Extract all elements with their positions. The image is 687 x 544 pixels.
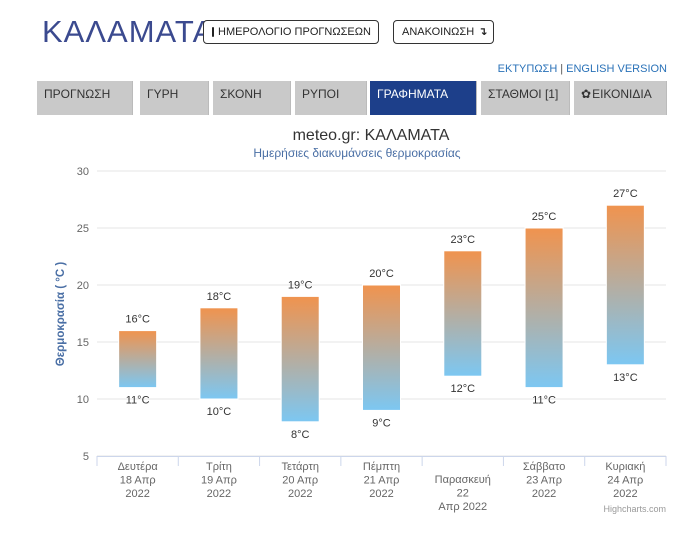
nav-tab-label: ΠΡΟΓΝΩΣΗ: [44, 87, 111, 101]
english-version-link[interactable]: ENGLISH VERSION: [566, 63, 667, 75]
y-tick-label: 5: [83, 451, 89, 463]
chart-subtitle: Ημερήσιες διακυμάνσεις θερμοκρασίας: [253, 146, 460, 160]
nav-tab-label: ΓΡΑΦΗΜΑΤΑ: [377, 87, 449, 101]
temperature-range-bar[interactable]: [199, 307, 239, 400]
min-temp-label: 11°C: [532, 395, 556, 407]
y-tick-label: 20: [77, 280, 89, 292]
y-tick-label: 30: [77, 166, 89, 178]
temperature-range-bar[interactable]: [524, 227, 564, 389]
nav-tab-label: ΣΤΑΘΜΟΙ [1]: [488, 87, 559, 101]
announcement-label: ΑΝΑΚΟΙΝΩΣΗ: [402, 26, 475, 38]
temperature-range-bar[interactable]: [280, 295, 320, 423]
max-temp-label: 16°C: [125, 314, 150, 326]
chart-title: meteo.gr: ΚΑΛΑΜΑΤΑ: [293, 127, 450, 144]
forecast-calendar-label: ΗΜΕΡΟΛΟΓΙΟ ΠΡΟΓΝΩΣΕΩΝ: [218, 26, 371, 38]
nav-tab-pollutants[interactable]: ΡΥΠΟΙ: [295, 81, 367, 115]
temperature-range-bar[interactable]: [362, 284, 401, 411]
announcement-button[interactable]: ΑΝΑΚΟΙΝΩΣΗ ↴: [393, 20, 494, 44]
x-category-label: Παρασκευή 22 Απρ 2022: [435, 474, 491, 513]
min-temp-label: 10°C: [207, 406, 232, 418]
min-temp-label: 11°C: [126, 395, 150, 407]
max-temp-label: 19°C: [288, 279, 313, 291]
nav-tab-forecast[interactable]: ΠΡΟΓΝΩΣΗ: [37, 81, 133, 115]
x-category-label: Τρίτη 19 Απρ 2022: [201, 461, 237, 500]
y-tick-label: 15: [77, 337, 89, 349]
nav-tab-label: ΕΙΚΟΝΙΔΙΑ: [592, 87, 652, 101]
x-category-label: Τετάρτη 20 Απρ 2022: [281, 461, 319, 500]
x-category-label: Κυριακή 24 Απρ 2022: [605, 461, 645, 500]
gear-icon: ✿: [581, 87, 592, 101]
x-category-label: Δευτέρα 18 Απρ 2022: [118, 461, 159, 500]
temperature-range-bar[interactable]: [605, 204, 645, 366]
highcharts-credits[interactable]: Highcharts.com: [603, 504, 666, 514]
forecast-calendar-button[interactable]: ΗΜΕΡΟΛΟΓΙΟ ΠΡΟΓΝΩΣΕΩΝ: [203, 20, 379, 44]
nav-tab-icons[interactable]: ✿ΕΙΚΟΝΙΔΙΑ: [574, 81, 667, 115]
nav-tab-label: ΡΥΠΟΙ: [302, 87, 340, 101]
max-temp-label: 27°C: [613, 188, 638, 200]
max-temp-label: 23°C: [450, 234, 475, 246]
min-temp-label: 13°C: [613, 372, 638, 384]
y-axis-label: Θερμοκρασία ( °C ): [55, 262, 67, 367]
min-temp-label: 12°C: [450, 383, 475, 395]
temperature-range-bar[interactable]: [443, 250, 483, 377]
print-link[interactable]: ΕΚΤΥΠΩΣΗ: [497, 63, 558, 75]
max-temp-label: 18°C: [207, 291, 232, 303]
x-category-label: Σάββατο 23 Απρ 2022: [523, 461, 565, 500]
nav-tab-charts[interactable]: ΓΡΑΦΗΜΑΤΑ: [370, 81, 477, 115]
link-separator: |: [560, 63, 564, 75]
min-temp-label: 9°C: [372, 417, 391, 429]
nav-tab-dust[interactable]: ΣΚΟΝΗ: [213, 81, 291, 115]
max-temp-label: 25°C: [532, 211, 557, 223]
calendar-icon: [212, 27, 214, 37]
temperature-range-bar[interactable]: [118, 330, 158, 389]
turn-arrow-icon: ↴: [478, 26, 488, 38]
nav-tab-label: ΓΥΡΗ: [147, 87, 179, 101]
nav-tab-stations[interactable]: ΣΤΑΘΜΟΙ [1]: [481, 81, 570, 115]
nav-tab-label: ΣΚΟΝΗ: [220, 87, 262, 101]
city-title: ΚΑΛΑΜΑΤΑ: [42, 14, 215, 49]
x-category-label: Πέμπτη 21 Απρ 2022: [363, 461, 400, 500]
y-tick-label: 10: [77, 394, 89, 406]
min-temp-label: 8°C: [291, 429, 310, 441]
nav-tab-pollen[interactable]: ΓΥΡΗ: [140, 81, 209, 115]
max-temp-label: 20°C: [369, 268, 394, 280]
top-links: ΕΚΤΥΠΩΣΗ | ENGLISH VERSION: [498, 63, 667, 75]
y-tick-label: 25: [77, 223, 89, 235]
